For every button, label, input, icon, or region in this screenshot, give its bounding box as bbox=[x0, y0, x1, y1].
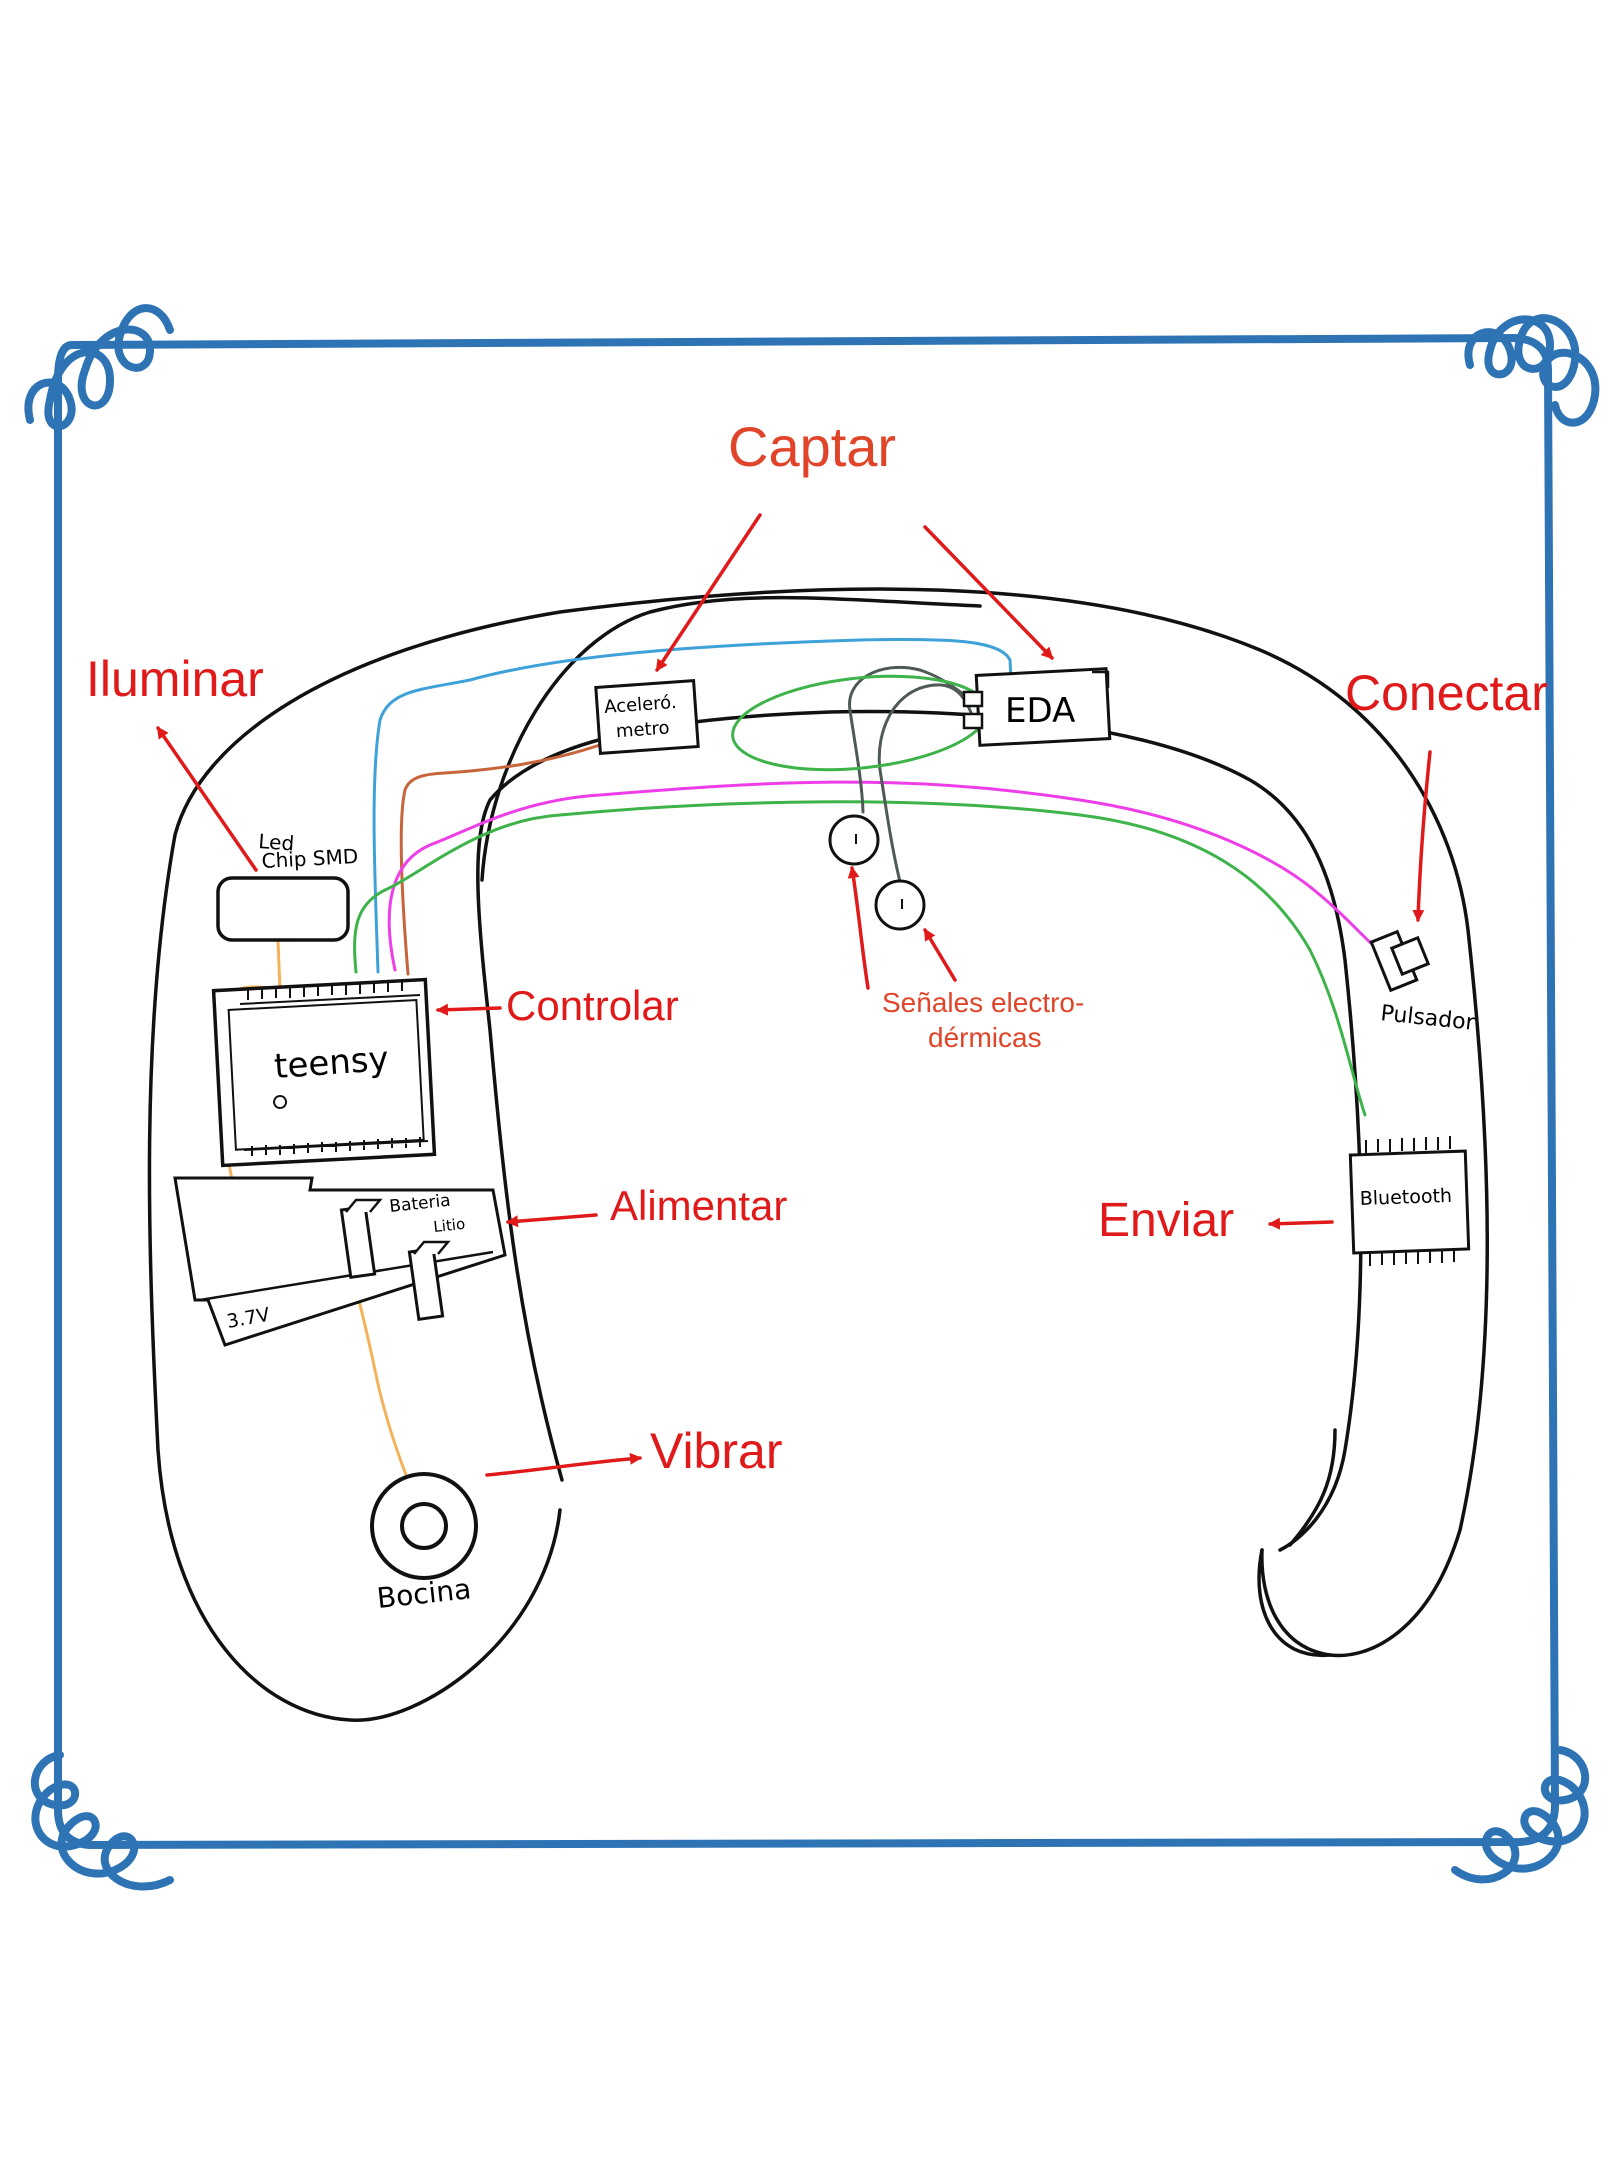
led-label-2: Chip SMD bbox=[261, 844, 359, 873]
label-senales-2: dérmicas bbox=[928, 1022, 1042, 1053]
teensy-board: teensy bbox=[211, 977, 437, 1168]
electrodes bbox=[828, 814, 926, 931]
wires bbox=[221, 637, 1387, 1487]
label-vibrar: Vibrar bbox=[650, 1423, 782, 1479]
arrow-iluminar bbox=[156, 726, 258, 872]
device-outer-edge bbox=[147, 587, 1489, 1722]
annotation-arrows bbox=[156, 513, 1432, 1477]
teensy-pins-top bbox=[239, 981, 421, 1005]
arrow-vibrar bbox=[485, 1452, 642, 1477]
wire-grey-1 bbox=[848, 665, 977, 814]
frame-curl-bottom-left bbox=[30, 1751, 174, 1891]
device-inner-edge bbox=[476, 709, 1363, 1552]
wire-grey-2 bbox=[877, 683, 974, 884]
pulsador-label: Pulsador bbox=[1379, 1001, 1476, 1036]
teensy-label: teensy bbox=[273, 1039, 390, 1087]
led-label-1: Led bbox=[258, 829, 295, 855]
electrode-2 bbox=[874, 879, 926, 931]
arrow-captar-eda bbox=[923, 525, 1054, 660]
eda-module: EDA bbox=[962, 667, 1112, 747]
arrow-senales-2 bbox=[923, 928, 957, 982]
wire-magenta bbox=[387, 780, 1387, 972]
label-iluminar: Iluminar bbox=[86, 651, 264, 707]
label-enviar: Enviar bbox=[1098, 1194, 1234, 1247]
frame-curl-top-right bbox=[1464, 314, 1600, 427]
label-senales-1: Señales electro- bbox=[882, 987, 1084, 1018]
arrow-conectar bbox=[1412, 750, 1432, 922]
label-captar: Captar bbox=[728, 415, 896, 478]
device-right-tip bbox=[1257, 1548, 1332, 1657]
battery-outline bbox=[173, 1176, 507, 1347]
bluetooth-module: Bluetooth bbox=[1348, 1136, 1471, 1266]
bluetooth-pins bbox=[1365, 1136, 1455, 1266]
annotation-labels: Captar Iluminar Conectar Controlar Alime… bbox=[86, 415, 1548, 1479]
wire-blue bbox=[372, 637, 1014, 974]
arrow-controlar bbox=[436, 1003, 502, 1016]
label-alimentar: Alimentar bbox=[610, 1182, 787, 1229]
label-conectar: Conectar bbox=[1345, 665, 1548, 721]
device-inner-fold bbox=[480, 595, 982, 882]
label-controlar: Controlar bbox=[506, 982, 679, 1029]
eda-label: EDA bbox=[1005, 691, 1075, 731]
speaker-label: Bocina bbox=[375, 1572, 472, 1615]
electrode-1 bbox=[828, 814, 880, 866]
arrow-senales-1 bbox=[847, 866, 870, 990]
battery-module: Bateria Litio 3.7V bbox=[173, 1176, 507, 1347]
pulsador-module: Pulsador bbox=[1369, 929, 1477, 1036]
wire-brown bbox=[399, 743, 602, 976]
bluetooth-label: Bluetooth bbox=[1359, 1185, 1452, 1210]
acelerometro-label-2: metro bbox=[615, 717, 670, 742]
wire-green bbox=[353, 800, 1367, 1117]
led-chip-module: Led Chip SMD bbox=[216, 829, 359, 942]
arrow-alimentar bbox=[506, 1213, 598, 1228]
teensy-pins-bottom bbox=[243, 1137, 429, 1156]
arrow-enviar bbox=[1268, 1217, 1334, 1230]
acelerometro-module: Aceleró. metro bbox=[594, 679, 700, 755]
frame-curl-bottom-right bbox=[1451, 1746, 1590, 1884]
frame-curl-top-left bbox=[24, 304, 174, 431]
acelerometro-label-1: Aceleró. bbox=[603, 692, 677, 718]
battery-label-2: Litio bbox=[433, 1215, 466, 1236]
arrow-captar-acelerometro bbox=[655, 513, 762, 672]
decorative-frame bbox=[24, 304, 1600, 1891]
device-right-inner-band bbox=[1288, 1428, 1337, 1547]
speaker-module: Bocina bbox=[370, 1472, 478, 1615]
